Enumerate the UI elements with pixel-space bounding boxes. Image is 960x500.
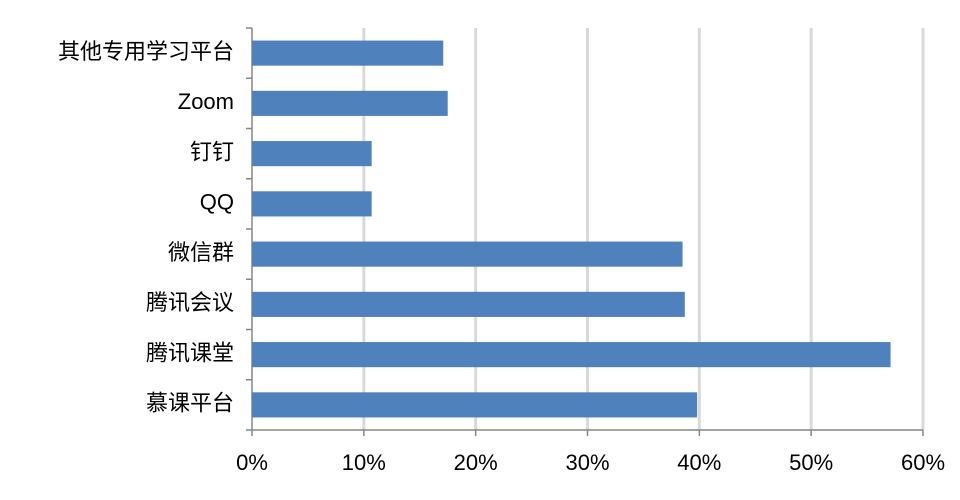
- bar: [252, 141, 372, 167]
- x-tick-label: 10%: [342, 450, 386, 475]
- y-tick-label: 其他专用学习平台: [58, 39, 234, 64]
- y-tick-label: Zoom: [178, 89, 234, 114]
- bar: [252, 291, 685, 317]
- y-tick-label: 腾讯会议: [146, 290, 234, 315]
- bar: [252, 241, 683, 267]
- bar: [252, 392, 698, 418]
- x-tick-label: 40%: [677, 450, 721, 475]
- x-tick-label: 0%: [236, 450, 268, 475]
- bar: [252, 90, 448, 116]
- y-tick-label: 微信群: [168, 240, 234, 265]
- bar: [252, 40, 444, 66]
- y-tick-label: 钉钉: [190, 139, 234, 164]
- bar: [252, 342, 891, 368]
- y-tick-label: 腾讯课堂: [146, 340, 234, 365]
- y-tick-label: QQ: [200, 190, 234, 215]
- x-tick-label: 30%: [565, 450, 609, 475]
- x-tick-label: 20%: [454, 450, 498, 475]
- bar: [252, 191, 372, 217]
- x-tick-label: 50%: [789, 450, 833, 475]
- x-tick-label: 60%: [901, 450, 945, 475]
- y-tick-label: 慕课平台: [146, 391, 234, 416]
